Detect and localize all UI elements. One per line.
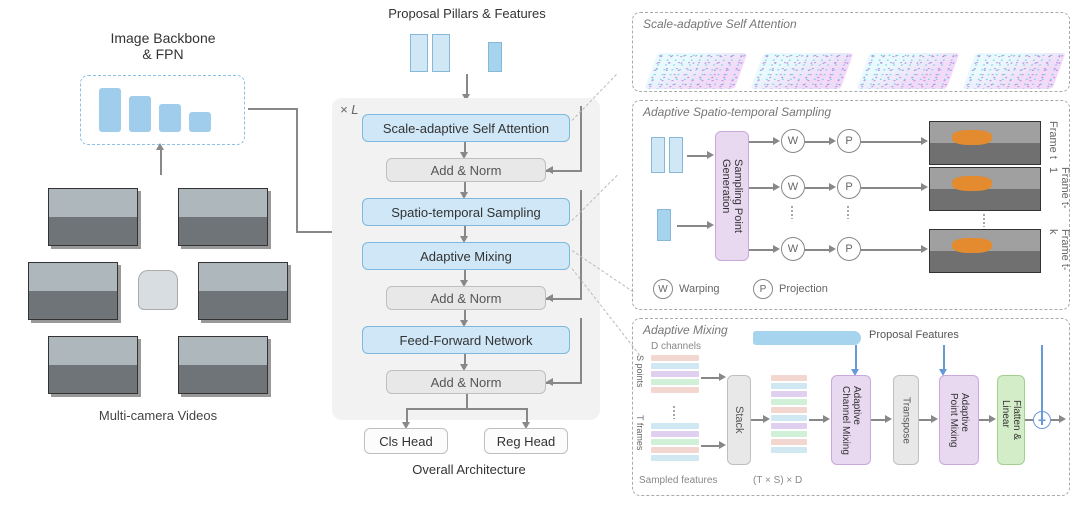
t-frames: T frames (635, 415, 645, 465)
cam-thumb (198, 262, 288, 320)
cam-thumb (28, 262, 118, 320)
multicam-caption: Multi-camera Videos (78, 408, 238, 423)
pillar-icon (410, 34, 428, 72)
cam-thumb (178, 336, 268, 394)
block-mixing: Adaptive Mixing (362, 242, 570, 270)
frame-thumb (929, 121, 1041, 165)
backbone-title: Image Backbone & FPN (88, 30, 238, 62)
cam-thumb (48, 188, 138, 246)
p-node: P (837, 129, 861, 153)
block-addnorm3: Add & Norm (386, 370, 546, 394)
block-self-attn: Scale-adaptive Self Attention (362, 114, 570, 142)
add-node: + (1033, 411, 1051, 429)
proposal-feat-bar (753, 331, 861, 345)
w-node: W (781, 237, 805, 261)
ts-d-label: (T × S) × D (753, 475, 833, 486)
w-legend-icon: W (653, 279, 673, 299)
panel1-title: Scale-adaptive Self Attention (643, 17, 893, 31)
d-channels: D channels (651, 341, 721, 352)
overall-caption: Overall Architecture (404, 462, 534, 477)
feature-icon (657, 209, 671, 241)
proposal-features-label: Proposal Features (869, 329, 989, 341)
w-node: W (781, 129, 805, 153)
attn-scatter (644, 53, 747, 89)
block-addnorm1: Add & Norm (386, 158, 546, 182)
warping-legend: Warping (679, 283, 739, 295)
pillar-icon (669, 137, 683, 173)
left-column: Image Backbone & FPN Multi-camera Videos (18, 30, 288, 470)
frame-thumb (929, 229, 1041, 273)
pillar-icon (432, 34, 450, 72)
block-ffn: Feed-Forward Network (362, 326, 570, 354)
car-icon (138, 270, 178, 310)
p-node: P (837, 175, 861, 199)
frame-label-tk: Frame t-k (1047, 229, 1071, 273)
projection-legend: Projection (779, 283, 849, 295)
panel-self-attn: Scale-adaptive Self Attention (632, 12, 1070, 92)
cam-thumb (178, 188, 268, 246)
frame-label-t1: Frame t-1 (1047, 167, 1071, 211)
cam-thumb (48, 336, 138, 394)
reg-head: Reg Head (484, 428, 568, 454)
fpn-box (80, 75, 245, 145)
sampled-stack-1 (651, 355, 699, 393)
stacked-tensor (771, 375, 807, 453)
sampled-stack-2 (651, 423, 699, 461)
feature-icon (488, 42, 502, 72)
fpn-to-center-line (248, 108, 296, 110)
cls-head: Cls Head (364, 428, 448, 454)
s-points: S points (635, 355, 645, 401)
attn-scatter (750, 53, 853, 89)
transpose-block: Transpose (893, 375, 919, 465)
panel-mixing: Adaptive Mixing Proposal Features D chan… (632, 318, 1070, 496)
panel-sampling: Adaptive Spatio-temporal Sampling Sampli… (632, 100, 1070, 310)
apm-block: Adaptive Point Mixing (939, 375, 979, 465)
sampled-features: Sampled features (639, 475, 739, 486)
p-legend-icon: P (753, 279, 773, 299)
proposal-pillars-label: Proposal Pillars & Features (362, 6, 572, 21)
acm-block: Adaptive Channel Mixing (831, 375, 871, 465)
attn-scatter (856, 53, 959, 89)
stack-block: Stack (727, 375, 751, 465)
loop-container: × L Scale-adaptive Self Attention Add & … (332, 98, 600, 420)
frame-thumb (929, 167, 1041, 211)
spg-block: Sampling Point Generation (715, 131, 749, 261)
block-sampling: Spatio-temporal Sampling (362, 198, 570, 226)
attn-scatter (962, 53, 1065, 89)
flatten-block: Flatten & Linear (997, 375, 1025, 465)
p-node: P (837, 237, 861, 261)
center-column: Proposal Pillars & Features × L Scale-ad… (322, 6, 612, 501)
pillar-icon (651, 137, 665, 173)
block-addnorm2: Add & Norm (386, 286, 546, 310)
w-node: W (781, 175, 805, 199)
frame-label-t: Frame t (1047, 121, 1059, 165)
panel2-title: Adaptive Spatio-temporal Sampling (643, 105, 923, 119)
